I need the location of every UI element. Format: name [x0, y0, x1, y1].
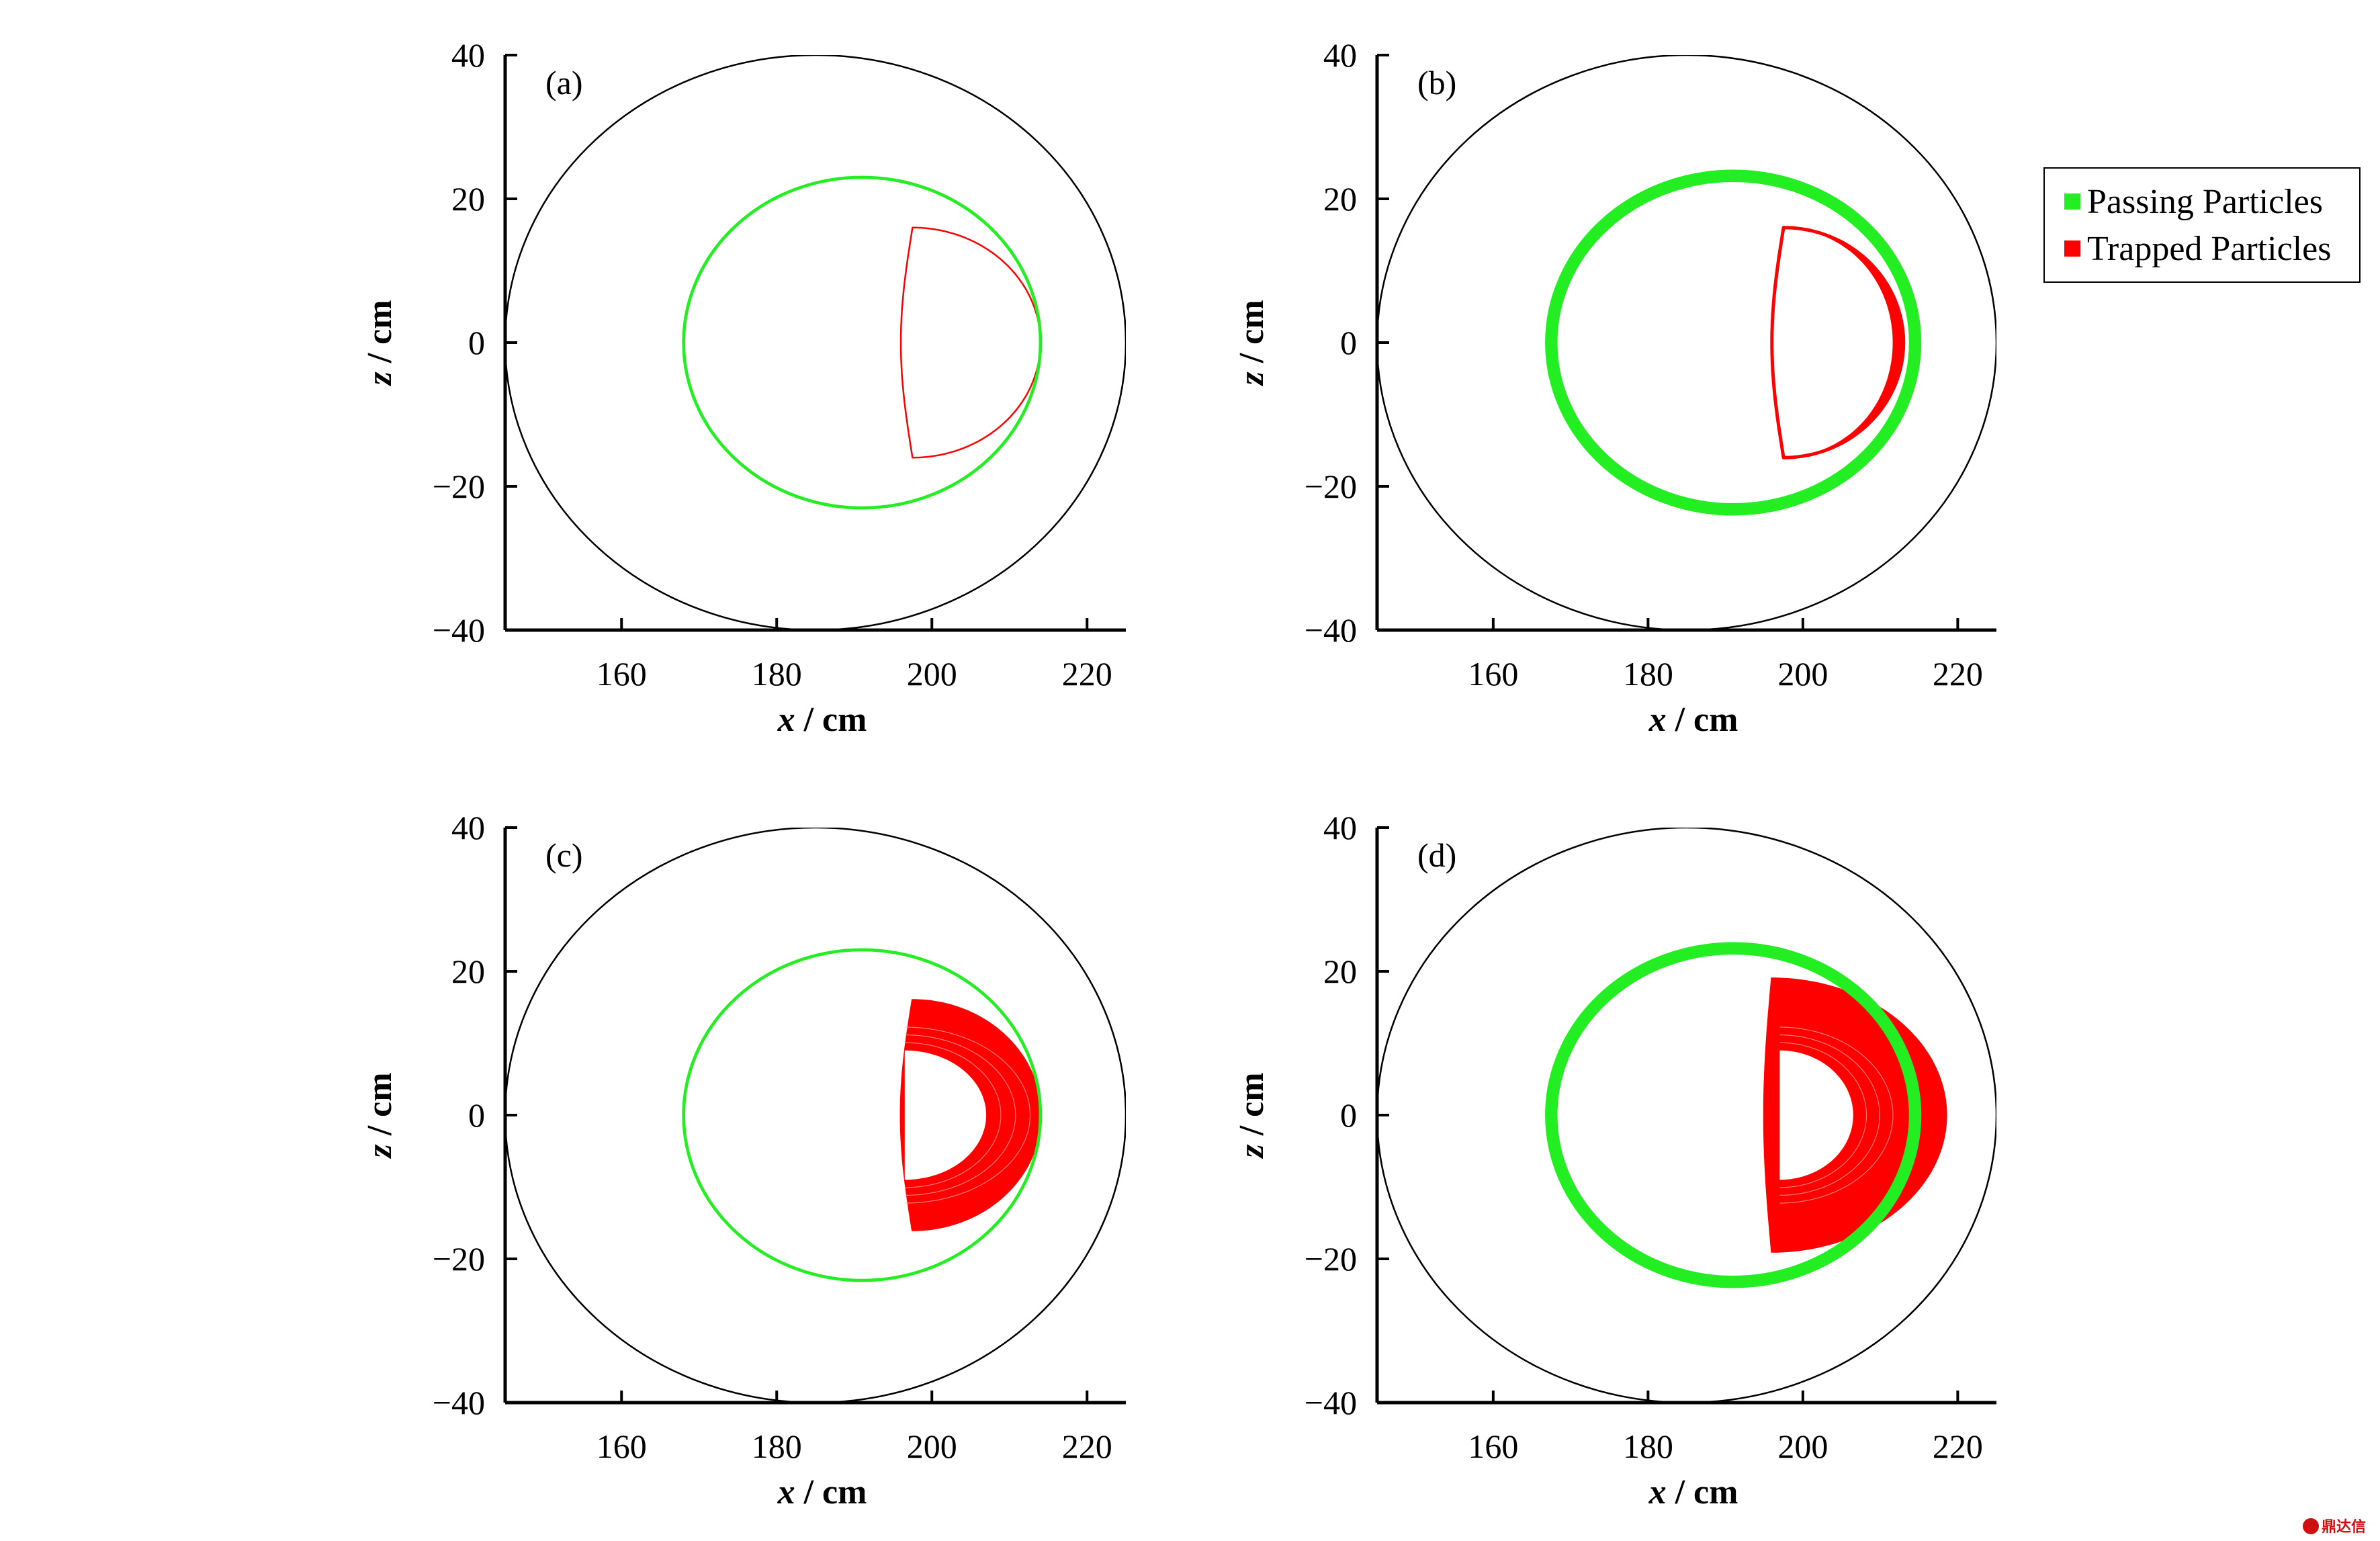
y-tick-label: 0 [468, 324, 485, 361]
trapped-orbit-trace [1779, 1042, 1867, 1188]
x-tick-label: 180 [1623, 1427, 1673, 1465]
y-tick-label: 20 [451, 953, 485, 990]
panel-letter: (b) [1417, 64, 1456, 101]
x-axis-label-var: x [777, 701, 795, 739]
x-axis-label-unit: / cm [795, 701, 867, 739]
y-tick-label: 20 [451, 180, 485, 218]
y-tick-label: 0 [468, 1096, 485, 1134]
y-axis-label-unit: / cm [361, 1072, 399, 1144]
x-tick-label: 160 [1468, 1427, 1518, 1465]
legend-box [2043, 167, 2361, 283]
y-tick-label: −40 [1305, 611, 1357, 649]
watermark-logo-icon [2303, 1518, 2319, 1534]
y-tick-label: 20 [1323, 180, 1357, 218]
y-axis-label-unit: / cm [1233, 300, 1271, 371]
y-axis-label: z / cm [1233, 300, 1271, 386]
x-tick-label: 180 [1623, 655, 1673, 693]
y-tick-label: −40 [433, 611, 485, 649]
boundary-circle [505, 55, 1126, 630]
x-tick-label: 220 [1933, 1427, 1983, 1465]
trapped-orbit-trace [1779, 1026, 1894, 1204]
y-tick-label: 20 [1323, 953, 1357, 990]
x-axis-label: x / cm [1648, 701, 1738, 739]
passing-orbit [682, 948, 1043, 1282]
y-tick-label: −40 [433, 1384, 485, 1421]
x-tick-label: 220 [1062, 655, 1112, 693]
legend: Passing Particles Trapped Particles [2043, 167, 2361, 283]
trapped-orbit-trace [1779, 1034, 1880, 1196]
watermark: 鼎达信 [2303, 1518, 2366, 1536]
plot-area [1377, 828, 1996, 1403]
y-axis-label-var: z [361, 371, 399, 387]
watermark-text: 鼎达信 [2322, 1518, 2366, 1536]
y-tick-label: 40 [451, 809, 485, 846]
x-tick-label: 200 [907, 655, 957, 693]
legend-label-trapped: Trapped Particles [2087, 230, 2331, 268]
x-axis-label-var: x [1648, 1473, 1667, 1511]
trapped-orbit-trace [904, 1034, 1016, 1196]
x-tick-label: 180 [752, 1427, 802, 1465]
trapped-orbit-trace [904, 1026, 1031, 1204]
y-axis-label-var: z [361, 1144, 399, 1159]
x-tick-label: 200 [1777, 1427, 1828, 1465]
panel-letter: (d) [1417, 836, 1456, 874]
y-tick-label: −20 [433, 1240, 485, 1278]
panel-letter: (c) [545, 836, 583, 874]
y-tick-label: 0 [1340, 324, 1357, 361]
y-axis-label: z / cm [361, 1072, 399, 1159]
x-tick-label: 160 [1468, 655, 1518, 693]
passing-orbit [1545, 942, 1922, 1288]
plot-area [505, 828, 1126, 1403]
x-tick-label: 160 [597, 1427, 647, 1465]
trapped-hole [904, 1050, 987, 1180]
y-tick-label: 40 [1323, 809, 1357, 846]
plot-area [1377, 55, 1996, 630]
y-tick-label: −20 [433, 468, 485, 505]
trapped-orbit [899, 226, 1042, 459]
x-tick-label: 200 [907, 1427, 957, 1465]
y-axis-label-var: z [1233, 371, 1271, 387]
y-tick-label: 0 [1340, 1096, 1357, 1134]
x-tick-label: 180 [752, 655, 802, 693]
passing-orbit [682, 175, 1043, 510]
trapped-orbit-trace [904, 1042, 1002, 1188]
y-tick-label: −20 [1305, 1240, 1357, 1278]
y-tick-label: 40 [1323, 36, 1357, 74]
y-axis-label: z / cm [361, 300, 399, 386]
x-tick-label: 220 [1062, 1427, 1112, 1465]
x-axis-label-unit: / cm [795, 1473, 867, 1511]
plot-area [505, 55, 1126, 630]
legend-swatch-passing [2064, 193, 2080, 210]
y-tick-label: 40 [451, 36, 485, 74]
x-tick-label: 160 [597, 655, 647, 693]
x-tick-label: 220 [1933, 655, 1983, 693]
y-axis-label-var: z [1233, 1144, 1271, 1159]
x-axis-label: x / cm [777, 701, 867, 739]
legend-swatch-trapped [2064, 240, 2080, 257]
x-axis-label-var: x [1648, 701, 1667, 739]
x-axis-label: x / cm [1648, 1473, 1738, 1511]
y-axis-label-unit: / cm [1233, 1072, 1271, 1144]
trapped-orbit [1770, 226, 1906, 459]
trapped-hole [1779, 1050, 1853, 1180]
y-axis-label: z / cm [1233, 1072, 1271, 1159]
panel-letter: (a) [545, 64, 583, 101]
x-axis-label-var: x [777, 1473, 795, 1511]
legend-label-passing: Passing Particles [2087, 183, 2323, 221]
x-axis-label-unit: / cm [1667, 701, 1738, 739]
x-axis-label-unit: / cm [1667, 1473, 1738, 1511]
passing-orbit [1545, 169, 1922, 516]
y-axis-label-unit: / cm [361, 300, 399, 371]
x-tick-label: 200 [1777, 655, 1828, 693]
y-tick-label: −40 [1305, 1384, 1357, 1421]
y-tick-label: −20 [1305, 468, 1357, 505]
x-axis-label: x / cm [777, 1473, 867, 1511]
